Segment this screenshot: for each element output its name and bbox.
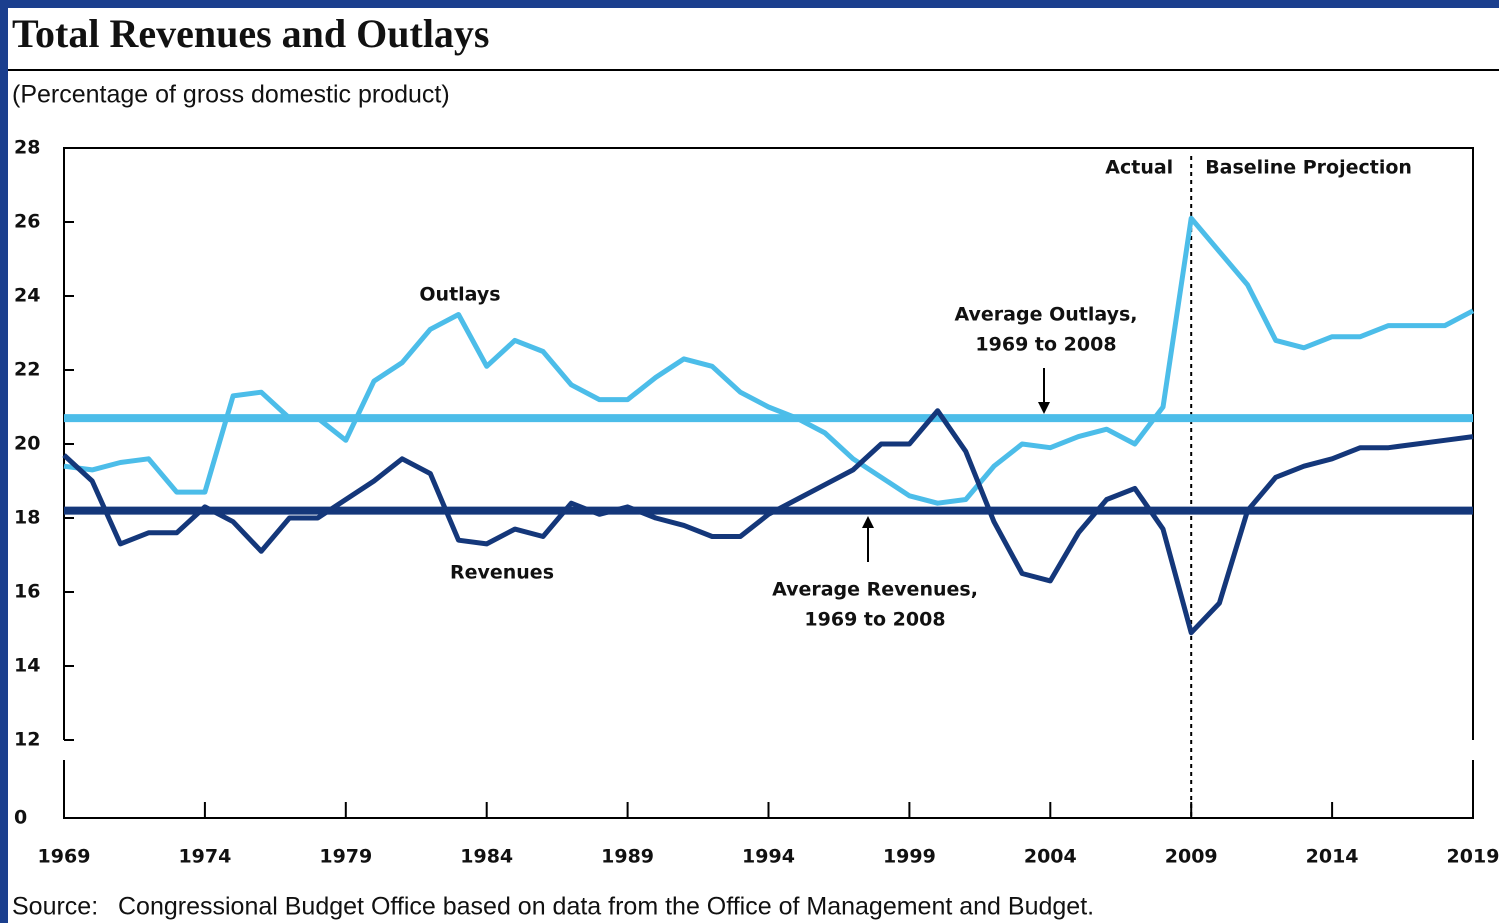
x-tick-label: 2004 <box>1024 846 1077 868</box>
source-label: Source: <box>12 893 98 921</box>
y-tick-label: 12 <box>14 729 40 751</box>
average-label: 1969 to 2008 <box>804 609 945 631</box>
chart-title: Total Revenues and Outlays <box>12 11 490 56</box>
x-tick-label: 1989 <box>601 846 654 868</box>
y-tick-label: 14 <box>14 655 40 677</box>
x-tick-label: 1984 <box>460 846 513 868</box>
series-line <box>62 408 1474 636</box>
x-tick-label: 1979 <box>319 846 372 868</box>
subtitle: (Percentage of gross domestic product) <box>12 81 450 109</box>
series-line <box>63 215 1475 506</box>
average-label: Average Outlays, <box>954 304 1137 326</box>
x-tick-label: 1974 <box>178 846 231 868</box>
divider-right-label: Baseline Projection <box>1205 157 1412 179</box>
x-tick-label: 2014 <box>1306 846 1359 868</box>
series-label: Revenues <box>450 562 554 584</box>
x-tick-label: 1999 <box>883 846 936 868</box>
y-tick-label: 26 <box>14 211 40 233</box>
average-label: Average Revenues, <box>772 579 978 601</box>
y-tick-label: 22 <box>14 359 40 381</box>
arrow-head <box>862 516 874 528</box>
source: Congressional Budget Office based on dat… <box>118 893 1094 921</box>
y-tick-label: 0 <box>14 807 27 829</box>
series-label: Outlays <box>419 284 500 306</box>
x-tick-label: 1994 <box>742 846 795 868</box>
y-tick-label: 24 <box>14 285 40 307</box>
panel <box>8 8 1499 923</box>
y-tick-label: 20 <box>14 433 40 455</box>
x-tick-label: 1969 <box>38 846 91 868</box>
x-tick-label: 2009 <box>1165 846 1218 868</box>
divider-left-label: Actual <box>1105 157 1173 179</box>
y-tick-label: 16 <box>14 581 40 603</box>
average-label: 1969 to 2008 <box>975 334 1116 356</box>
arrow-head <box>1038 402 1050 414</box>
y-tick-label: 28 <box>14 137 40 159</box>
y-tick-label: 18 <box>14 507 40 529</box>
x-tick-label: 2019 <box>1447 846 1499 868</box>
